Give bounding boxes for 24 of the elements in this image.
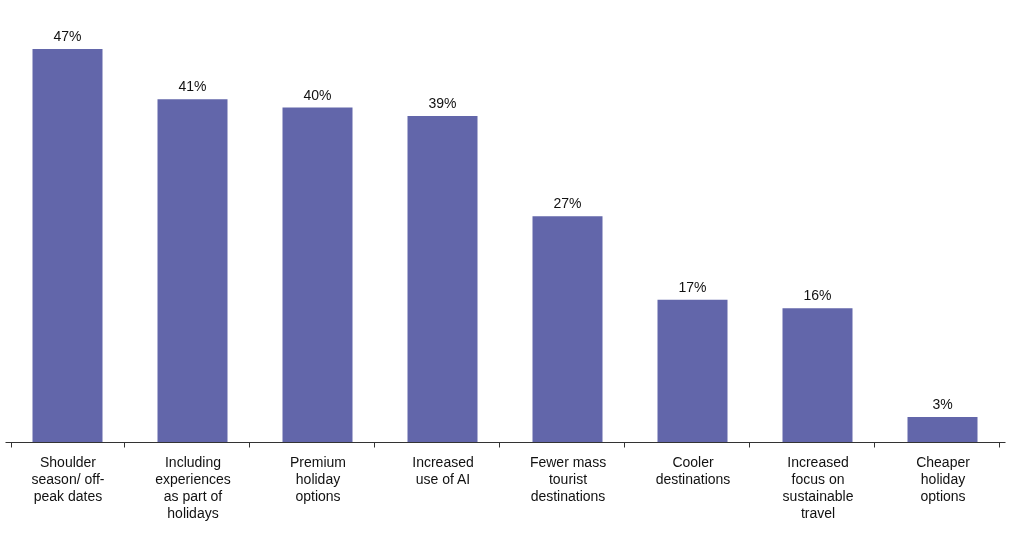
bar bbox=[407, 115, 478, 442]
x-tick-label: Fewer mass tourist destinations bbox=[529, 453, 607, 504]
data-label: 16% bbox=[803, 287, 832, 304]
data-label: 27% bbox=[553, 195, 582, 212]
bar bbox=[32, 49, 103, 442]
data-label: 3% bbox=[932, 395, 953, 412]
x-tick-label: Cooler destinations bbox=[655, 453, 731, 487]
x-tick-label: Increased use of AI bbox=[412, 453, 474, 487]
bar bbox=[657, 299, 728, 442]
x-tick-label: Premium holiday options bbox=[289, 453, 347, 504]
data-label: 40% bbox=[303, 86, 332, 103]
bar bbox=[782, 308, 853, 442]
bar bbox=[532, 216, 603, 442]
bar bbox=[907, 416, 978, 442]
bar bbox=[282, 107, 353, 442]
x-tick-label: Increased focus on sustainable travel bbox=[782, 453, 854, 521]
x-tick-label: Cheaper holiday options bbox=[916, 453, 971, 504]
bar bbox=[157, 99, 228, 442]
data-label: 39% bbox=[428, 94, 457, 111]
data-label: 47% bbox=[53, 28, 82, 44]
data-label: 17% bbox=[678, 278, 707, 295]
data-label: 41% bbox=[178, 78, 207, 95]
x-tick-label: Including experiences as part of holidays bbox=[155, 453, 231, 521]
x-tick-label: Shoulder season/ off-peak dates bbox=[31, 453, 105, 504]
